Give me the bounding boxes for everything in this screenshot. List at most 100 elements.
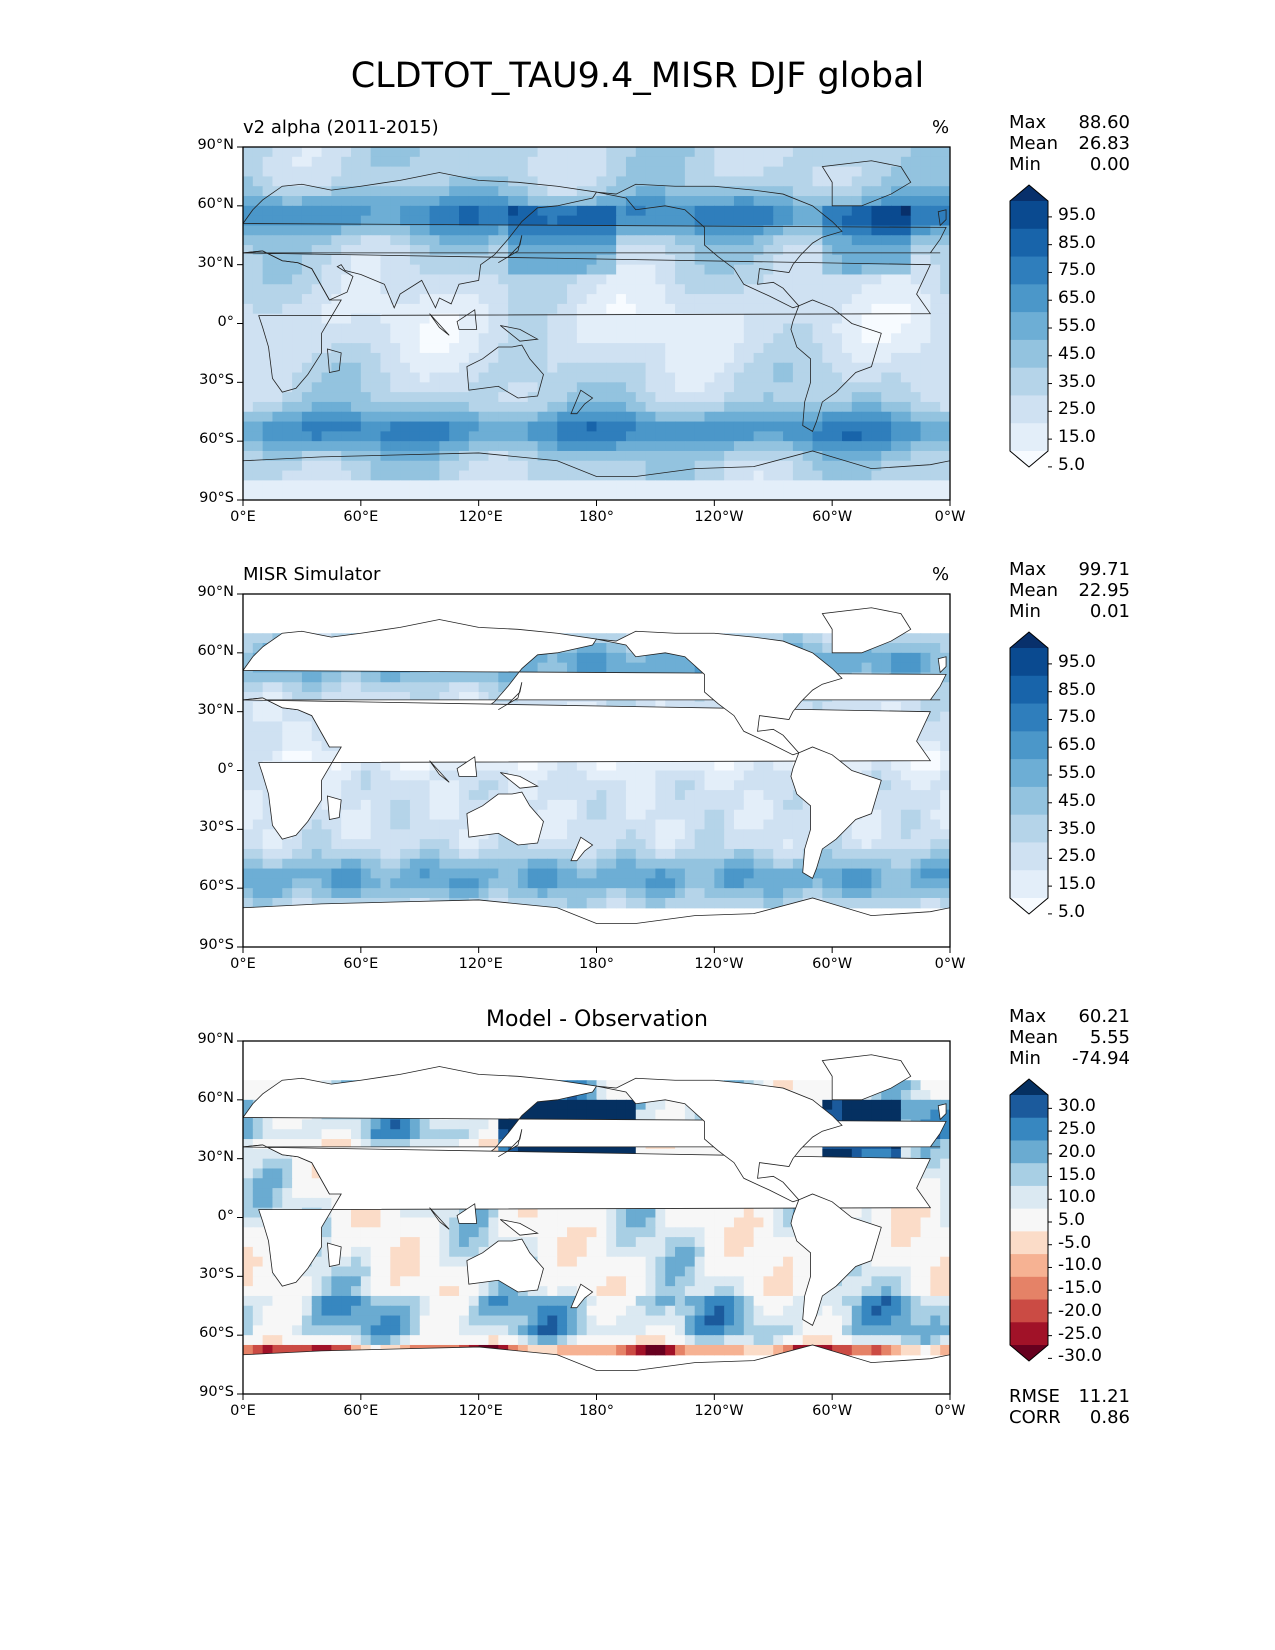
coastline-1-11	[456, 309, 478, 330]
y-tick-label-2-6: 90°S	[199, 937, 234, 953]
x-tick-label-3-1: 60°E	[343, 1403, 379, 1419]
stat-value-2-1: 22.95	[1078, 580, 1130, 601]
stat-value-2-0: 99.71	[1078, 559, 1130, 580]
x-tick-label-1-6: 0°W	[934, 509, 966, 525]
colorbar-swatch-3-11	[1010, 1322, 1048, 1346]
x-tick-label-2-1: 60°E	[343, 956, 379, 972]
bottom-stat-label-0: RMSE	[1009, 1386, 1060, 1407]
coastline-3-12	[500, 1219, 539, 1236]
y-tick-label-3-3: 0°	[217, 1207, 234, 1224]
map-panel-2	[237, 593, 951, 953]
coastline-2-9	[570, 836, 594, 862]
x-tick-label-3-4: 120°W	[694, 1403, 744, 1419]
colorbar-extend-bottom-3	[1010, 1345, 1048, 1361]
colorbar-swatch-1-9	[1010, 423, 1048, 452]
colorbar-swatch-3-5	[1010, 1185, 1048, 1210]
stat-label-3-1: Mean	[1009, 1027, 1059, 1048]
panel-units-2: %	[932, 564, 950, 585]
colorbar-label-2-3: 65.0	[1058, 735, 1096, 756]
stat-label-2-0: Max	[1009, 559, 1047, 580]
bottom-stat-label-1: CORR	[1009, 1407, 1061, 1428]
coastline-1-5	[790, 299, 882, 432]
coastline-2-10	[429, 760, 450, 783]
y-tick-label-2-3: 0°	[217, 760, 234, 777]
x-tick-label-2-3: 180°	[579, 956, 614, 972]
colorbar-label-3-7: -10.0	[1058, 1255, 1102, 1276]
stat-value-3-0: 60.21	[1078, 1006, 1130, 1027]
coastline-1-0	[243, 172, 947, 309]
x-tick-label-3-2: 120°E	[458, 1403, 503, 1419]
colorbar-swatch-3-1	[1010, 1095, 1048, 1119]
coastline-2-6	[243, 897, 950, 947]
coastline-2-13	[937, 656, 947, 674]
y-tick-label-3-1: 60°N	[197, 1089, 234, 1106]
x-tick-label-1-3: 180°	[579, 509, 614, 525]
coastline-2-11	[456, 756, 478, 777]
colorbar-label-3-2: 20.0	[1058, 1141, 1096, 1162]
stat-label-1-2: Min	[1009, 154, 1041, 175]
colorbar-swatch-1-5	[1010, 312, 1048, 341]
coastline-2-5	[790, 746, 882, 879]
colorbar-label-1-0: 95.0	[1058, 204, 1096, 225]
x-tick-label-1-4: 120°W	[694, 509, 744, 525]
stat-label-1-1: Mean	[1009, 133, 1059, 154]
colorbar-swatch-2-5	[1010, 759, 1048, 788]
colorbar-label-2-6: 35.0	[1058, 818, 1096, 839]
coastline-1-10	[429, 313, 450, 336]
colorbar-swatch-2-2	[1010, 675, 1048, 705]
map-panel-1	[237, 146, 951, 506]
coastline-1-2	[327, 348, 342, 374]
y-tick-label-1-0: 90°N	[197, 137, 234, 153]
y-tick-label-1-5: 60°S	[199, 431, 234, 448]
coastline-2-4	[596, 630, 843, 756]
colorbar-extend-top-2	[1010, 632, 1048, 648]
y-tick-label-1-3: 0°	[217, 313, 234, 330]
colorbar-swatch-2-6	[1010, 786, 1048, 816]
y-tick-label-3-6: 90°S	[199, 1384, 234, 1400]
coastline-2-2	[327, 795, 342, 821]
colorbar-swatch-2-8	[1010, 842, 1048, 871]
colorbar-swatch-3-10	[1010, 1299, 1048, 1323]
panel-title-3: Model - Observation	[486, 1007, 708, 1032]
x-tick-label-2-6: 0°W	[934, 956, 966, 972]
coastline-3-2	[327, 1242, 342, 1268]
coastline-3-5	[790, 1193, 882, 1326]
colorbar-label-2-4: 55.0	[1058, 763, 1096, 783]
colorbar-extend-top-1	[1010, 185, 1048, 201]
colorbar-swatch-2-7	[1010, 814, 1048, 843]
data-field-2	[243, 607, 950, 947]
x-tick-label-1-5: 60°W	[812, 509, 853, 525]
colorbar-label-3-6: -5.0	[1058, 1232, 1092, 1253]
colorbar-swatch-2-3	[1010, 703, 1048, 732]
colorbar-swatch-2-9	[1010, 870, 1048, 899]
x-tick-label-1-0: 0°E	[230, 509, 256, 525]
colorbar-2	[1009, 631, 1052, 915]
bottom-stat-value-0: 11.21	[1078, 1386, 1130, 1407]
colorbar-label-2-9: 5.0	[1058, 901, 1086, 922]
stat-value-3-2: -74.94	[1071, 1048, 1130, 1069]
colorbar-label-3-1: 25.0	[1058, 1119, 1096, 1140]
colorbar-label-1-9: 5.0	[1058, 454, 1086, 475]
stat-value-1-2: 0.00	[1089, 154, 1130, 175]
x-tick-label-3-3: 180°	[579, 1403, 614, 1419]
colorbar-label-3-5: 5.0	[1058, 1210, 1086, 1230]
colorbar-swatch-1-4	[1010, 284, 1048, 313]
panel-title-2: MISR Simulator	[243, 564, 381, 585]
colorbar-swatch-3-4	[1010, 1163, 1048, 1187]
colorbar-label-2-2: 75.0	[1058, 707, 1096, 728]
x-tick-label-3-5: 60°W	[812, 1403, 853, 1419]
colorbar-swatch-1-1	[1010, 201, 1048, 230]
y-tick-label-2-0: 90°N	[197, 584, 234, 600]
coastline-3-4	[596, 1077, 843, 1203]
coastline-1-4	[596, 183, 843, 309]
stat-label-3-2: Min	[1009, 1048, 1041, 1069]
coastline-3-6	[243, 1344, 950, 1394]
colorbar-label-1-8: 15.0	[1058, 427, 1096, 448]
colorbar-label-3-3: 15.0	[1058, 1164, 1096, 1185]
colorbar-swatch-3-8	[1010, 1254, 1048, 1278]
colorbar-label-2-0: 95.0	[1058, 651, 1096, 672]
y-tick-label-2-2: 30°N	[197, 701, 234, 718]
y-tick-label-1-6: 90°S	[199, 490, 234, 506]
coastline-2-7	[821, 607, 912, 654]
colorbar-label-3-10: -25.0	[1058, 1323, 1102, 1344]
